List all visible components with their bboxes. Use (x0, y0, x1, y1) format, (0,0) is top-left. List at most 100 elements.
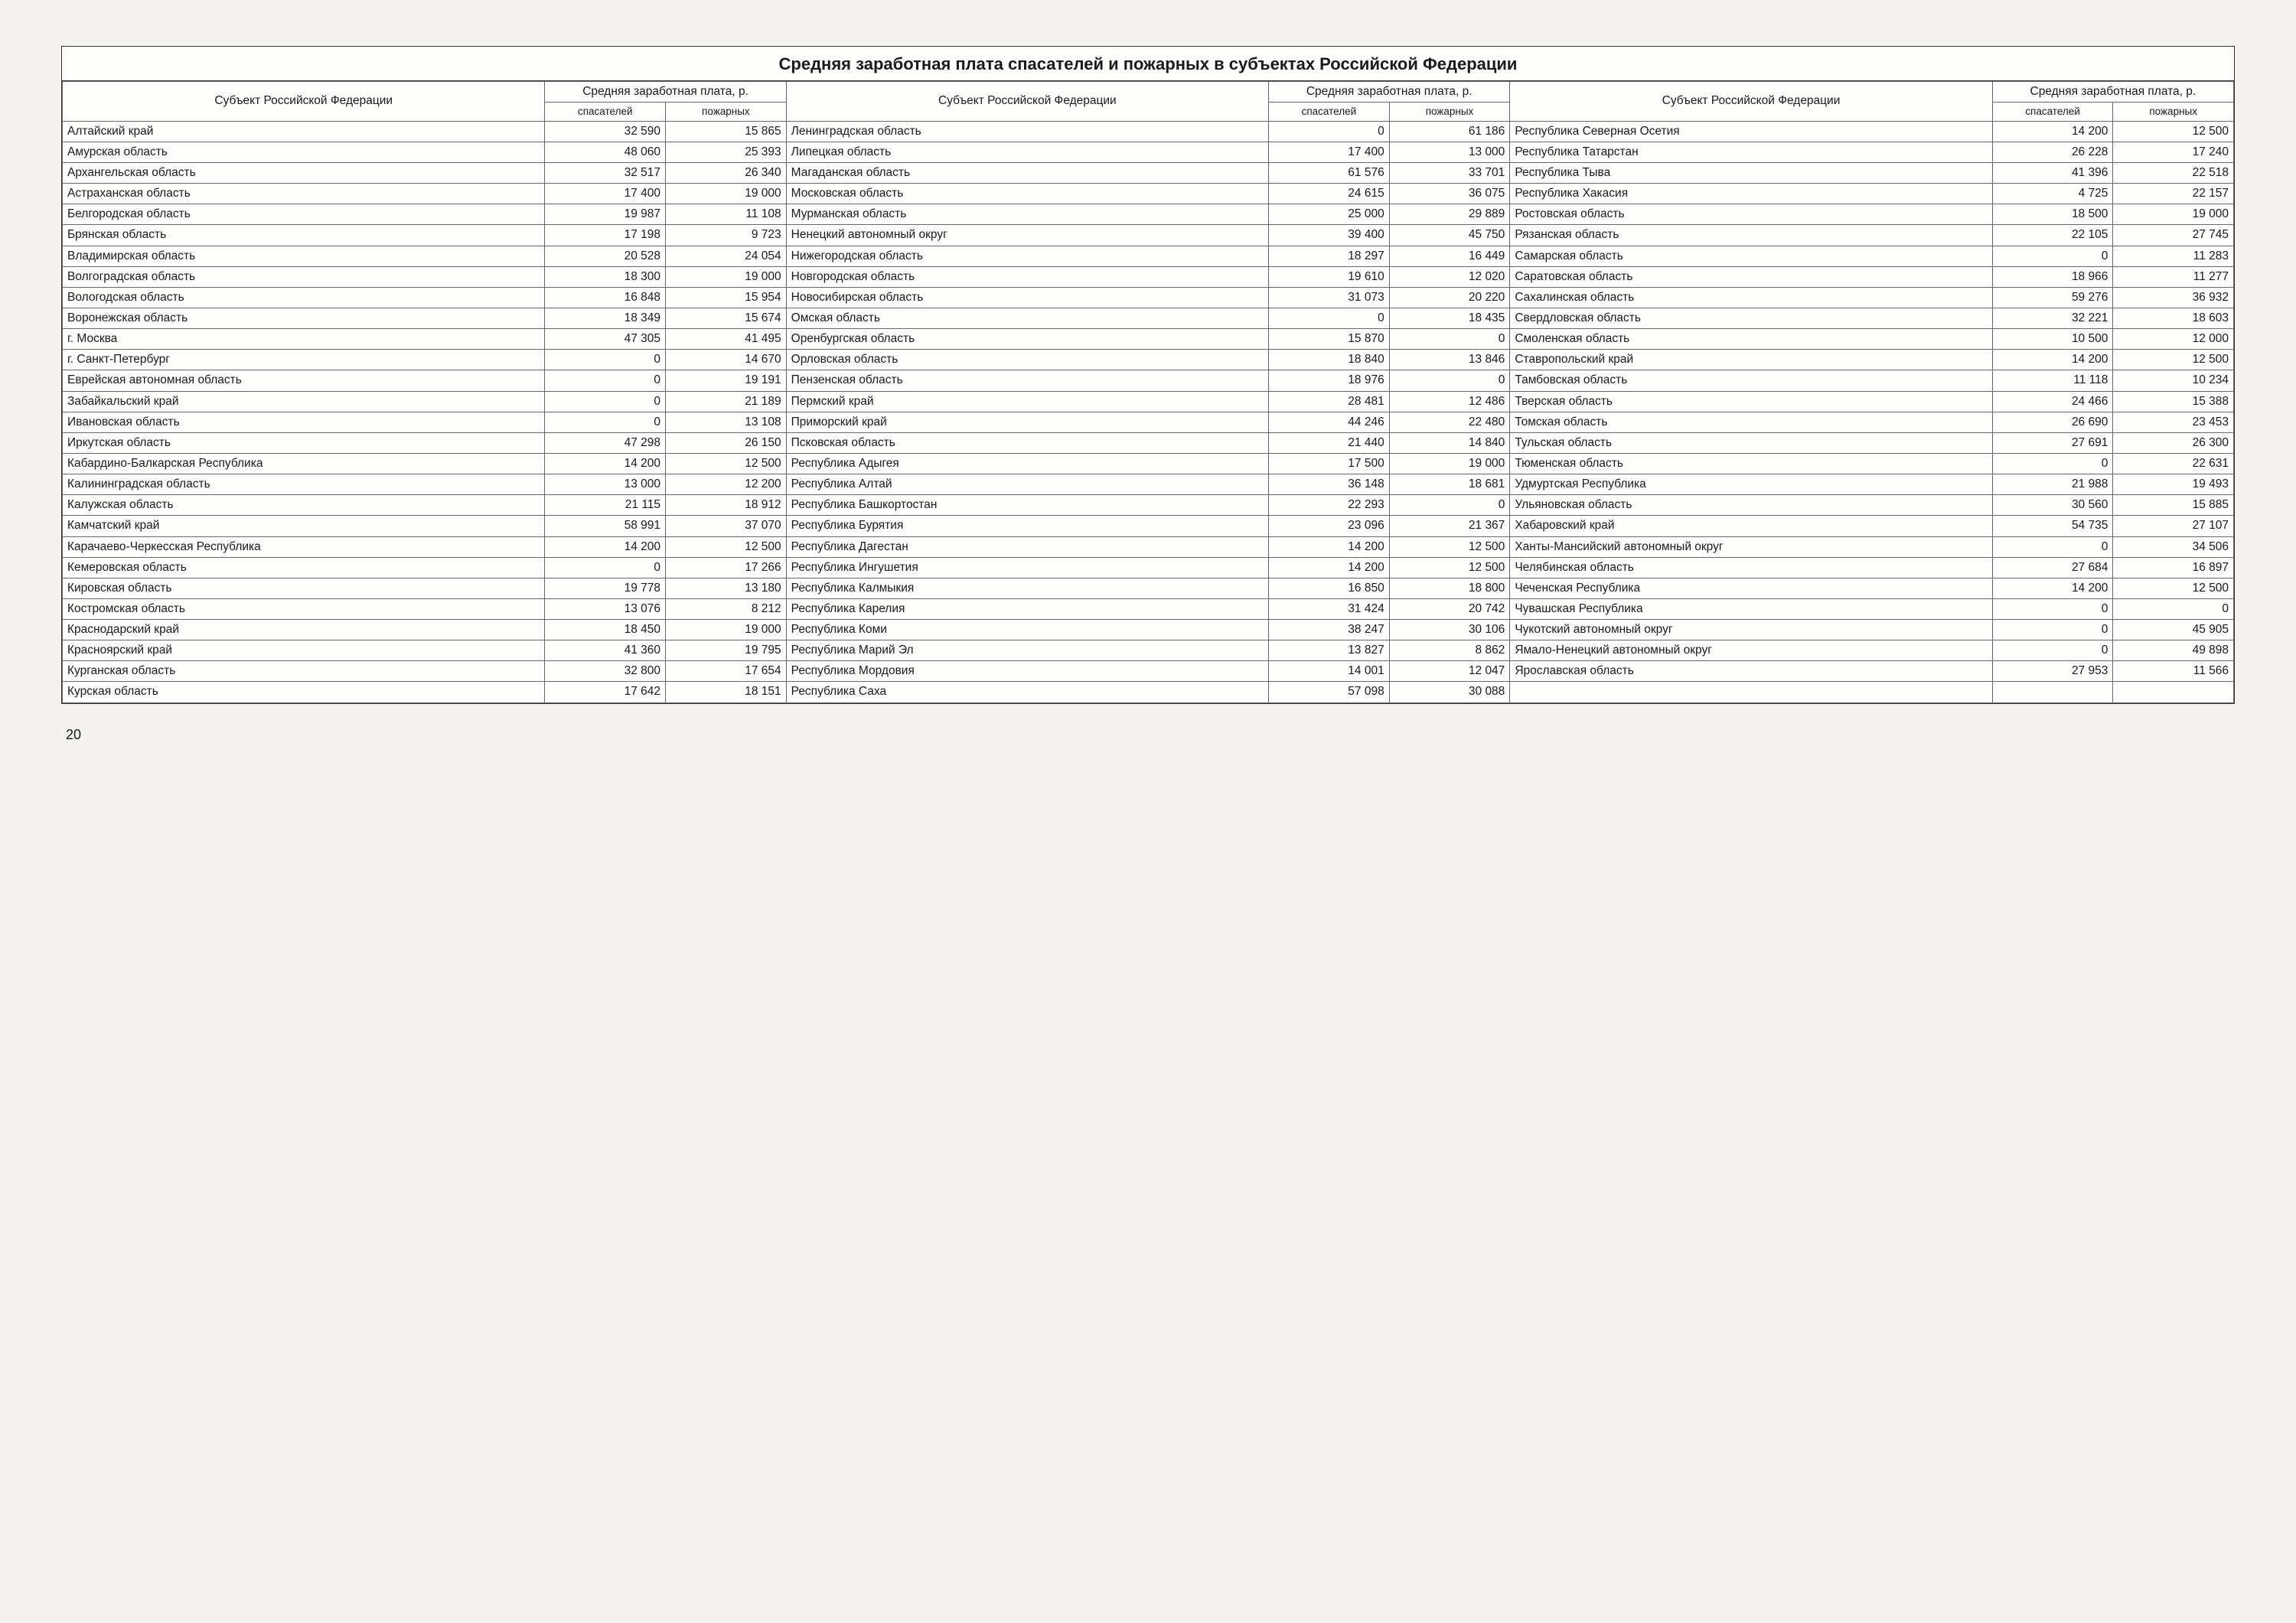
cell-value: 14 670 (666, 350, 787, 370)
cell-value: 21 367 (1389, 516, 1510, 536)
table-row: Владимирская область20 52824 054Нижегоро… (63, 246, 2234, 266)
cell-subject: Владимирская область (63, 246, 545, 266)
table-row: Брянская область17 1989 723Ненецкий авто… (63, 225, 2234, 246)
cell-subject: Саратовская область (1510, 266, 1992, 287)
table-row: Белгородская область19 98711 108Мурманск… (63, 204, 2234, 225)
cell-value: 18 800 (1389, 578, 1510, 598)
cell-value: 37 070 (666, 516, 787, 536)
cell-subject: Республика Мордовия (786, 661, 1268, 682)
cell-subject: Тверская область (1510, 391, 1992, 412)
cell-value: 17 400 (545, 184, 666, 204)
cell-subject: Курская область (63, 682, 545, 702)
cell-subject: Смоленская область (1510, 329, 1992, 350)
cell-value: 0 (1992, 620, 2113, 640)
cell-value: 13 076 (545, 598, 666, 619)
table-row: Калужская область21 11518 912Республика … (63, 495, 2234, 516)
cell-value: 0 (1389, 329, 1510, 350)
cell-subject: Ростовская область (1510, 204, 1992, 225)
cell-value: 11 283 (2113, 246, 2234, 266)
table-row: Волгоградская область18 30019 000Новгоро… (63, 266, 2234, 287)
cell-value: 12 020 (1389, 266, 1510, 287)
cell-subject: Чувашская Республика (1510, 598, 1992, 619)
cell-subject: Архангельская область (63, 162, 545, 183)
cell-value: 34 506 (2113, 536, 2234, 557)
cell-value: 36 075 (1389, 184, 1510, 204)
salary-table: Субъект Российской Федерации Средняя зар… (62, 81, 2234, 703)
cell-subject: Оренбургская область (786, 329, 1268, 350)
cell-value: 48 060 (545, 142, 666, 162)
cell-value: 36 932 (2113, 287, 2234, 308)
cell-value: 19 000 (2113, 204, 2234, 225)
cell-value: 12 200 (666, 474, 787, 495)
cell-value: 12 486 (1389, 391, 1510, 412)
cell-subject: Брянская область (63, 225, 545, 246)
cell-value: 19 778 (545, 578, 666, 598)
table-body: Алтайский край32 59015 865Ленинградская … (63, 121, 2234, 702)
cell-subject: Белгородская область (63, 204, 545, 225)
cell-value: 14 200 (1992, 121, 2113, 142)
cell-value: 19 610 (1269, 266, 1390, 287)
cell-subject: Пермский край (786, 391, 1268, 412)
cell-value: 31 424 (1269, 598, 1390, 619)
cell-value: 20 220 (1389, 287, 1510, 308)
cell-subject: Пензенская область (786, 370, 1268, 391)
page-container: Средняя заработная плата спасателей и по… (61, 46, 2235, 743)
cell-value: 26 228 (1992, 142, 2113, 162)
cell-value: 17 240 (2113, 142, 2234, 162)
cell-subject: Карачаево-Черкесская Республика (63, 536, 545, 557)
cell-subject: Омская область (786, 308, 1268, 328)
cell-value: 32 800 (545, 661, 666, 682)
table-row: г. Москва47 30541 495Оренбургская област… (63, 329, 2234, 350)
cell-value: 18 435 (1389, 308, 1510, 328)
cell-subject: г. Москва (63, 329, 545, 350)
cell-value: 25 000 (1269, 204, 1390, 225)
cell-value: 31 073 (1269, 287, 1390, 308)
cell-value: 0 (1389, 495, 1510, 516)
cell-value: 24 054 (666, 246, 787, 266)
cell-subject: Нижегородская область (786, 246, 1268, 266)
cell-subject: Республика Адыгея (786, 453, 1268, 474)
cell-value: 17 266 (666, 557, 787, 578)
cell-subject: Кемеровская область (63, 557, 545, 578)
cell-value: 14 200 (1269, 536, 1390, 557)
header-row-1: Субъект Российской Федерации Средняя зар… (63, 82, 2234, 103)
cell-subject: Мурманская область (786, 204, 1268, 225)
cell-value: 15 954 (666, 287, 787, 308)
cell-value: 54 735 (1992, 516, 2113, 536)
header-firefighters-1: пожарных (666, 103, 787, 122)
cell-value: 30 106 (1389, 620, 1510, 640)
cell-value: 11 277 (2113, 266, 2234, 287)
table-row: г. Санкт-Петербург014 670Орловская облас… (63, 350, 2234, 370)
cell-value: 18 297 (1269, 246, 1390, 266)
cell-value: 57 098 (1269, 682, 1390, 702)
cell-subject: Красноярский край (63, 640, 545, 661)
cell-value: 22 518 (2113, 162, 2234, 183)
cell-value: 22 157 (2113, 184, 2234, 204)
cell-value: 8 212 (666, 598, 787, 619)
cell-value: 13 180 (666, 578, 787, 598)
cell-value: 12 500 (2113, 350, 2234, 370)
cell-subject: Калужская область (63, 495, 545, 516)
cell-subject: Ямало-Ненецкий автономный округ (1510, 640, 1992, 661)
cell-subject: Ставропольский край (1510, 350, 1992, 370)
cell-value: 11 118 (1992, 370, 2113, 391)
cell-value: 14 200 (1269, 557, 1390, 578)
cell-value: 44 246 (1269, 412, 1390, 432)
cell-value: 22 631 (2113, 453, 2234, 474)
cell-value: 0 (1992, 598, 2113, 619)
cell-value: 22 105 (1992, 225, 2113, 246)
cell-subject: Республика Марий Эл (786, 640, 1268, 661)
page-number: 20 (61, 727, 2235, 743)
cell-subject: Волгоградская область (63, 266, 545, 287)
cell-value: 30 088 (1389, 682, 1510, 702)
header-salary-group-3: Средняя заработная плата, р. (1992, 82, 2233, 103)
cell-subject: Новосибирская область (786, 287, 1268, 308)
cell-value: 15 865 (666, 121, 787, 142)
cell-subject: Приморский край (786, 412, 1268, 432)
cell-subject: Республика Карелия (786, 598, 1268, 619)
header-firefighters-2: пожарных (1389, 103, 1510, 122)
cell-subject: Магаданская область (786, 162, 1268, 183)
cell-value: 47 298 (545, 432, 666, 453)
cell-subject: Рязанская область (1510, 225, 1992, 246)
cell-value: 19 795 (666, 640, 787, 661)
